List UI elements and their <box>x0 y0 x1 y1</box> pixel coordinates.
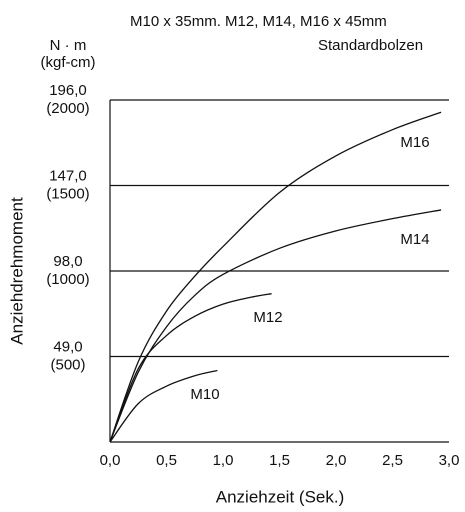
y-tick-label: 98,0 <box>53 253 82 270</box>
x-tick-label: 2,5 <box>382 452 403 469</box>
y-unit: N · m <box>50 37 87 54</box>
curve-label: M12 <box>253 309 282 326</box>
y-tick-label-secondary: (1000) <box>46 271 89 288</box>
x-axis-label: Anziehzeit (Sek.) <box>216 487 345 506</box>
x-tick-label: 2,0 <box>326 452 347 469</box>
chart-title: M10 x 35mm. M12, M14, M16 x 45mm <box>130 13 387 30</box>
y-axis-label: Anziehdrehmoment <box>7 197 26 345</box>
y-tick-label: 147,0 <box>49 167 87 184</box>
curve-label: M10 <box>190 386 219 403</box>
x-tick-label: 0,0 <box>100 452 121 469</box>
x-tick-label: 1,0 <box>213 452 234 469</box>
curve <box>109 369 218 443</box>
y-tick-label: 49,0 <box>53 338 82 355</box>
x-tick-label: 0,5 <box>156 452 177 469</box>
y-tick-label-secondary: (500) <box>50 356 85 373</box>
curve-label: M16 <box>400 134 429 151</box>
curve <box>109 293 272 443</box>
y-unit-secondary: (kgf-cm) <box>41 54 96 71</box>
curve <box>109 209 442 443</box>
curve <box>109 111 442 443</box>
y-tick-label-secondary: (2000) <box>46 100 89 117</box>
x-tick-label: 3,0 <box>439 452 460 469</box>
chart-subtitle: Standardbolzen <box>318 37 423 54</box>
y-tick-label-secondary: (1500) <box>46 185 89 202</box>
y-tick-label: 196,0 <box>49 82 87 99</box>
x-tick-label: 1,5 <box>269 452 290 469</box>
curve-label: M14 <box>400 231 429 248</box>
